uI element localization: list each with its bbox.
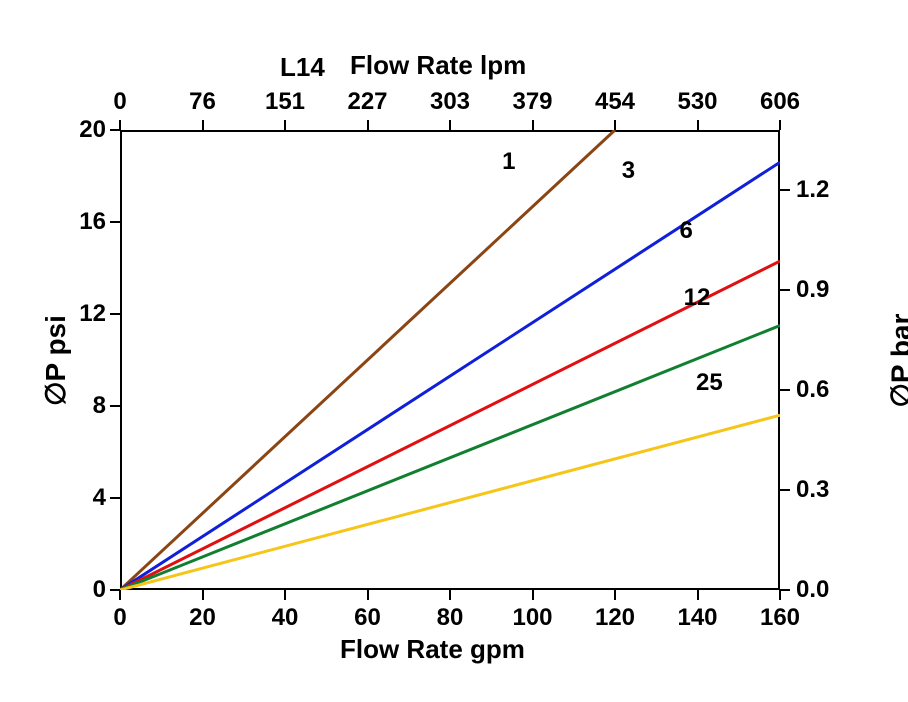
y-left-tick-label: 4 — [60, 484, 106, 512]
x-top-tick — [449, 120, 451, 130]
x-bottom-tick-label: 20 — [178, 604, 228, 632]
x-bottom-tick-label: 80 — [425, 604, 475, 632]
x-bottom-tick — [614, 590, 616, 600]
x-bottom-tick — [119, 590, 121, 600]
y-left-title: ∅P psi — [39, 315, 72, 406]
y-right-tick-label: 1.2 — [796, 176, 829, 204]
y-left-tick-label: 20 — [60, 116, 106, 144]
x-bottom-title: Flow Rate gpm — [340, 634, 525, 665]
x-top-tick — [779, 120, 781, 130]
y-right-title: ∅P bar — [884, 314, 908, 408]
x-bottom-tick — [449, 590, 451, 600]
series-label: 3 — [622, 157, 635, 185]
x-bottom-tick — [697, 590, 699, 600]
x-top-tick-label: 76 — [173, 88, 233, 116]
series-label: 12 — [684, 284, 711, 312]
x-top-tick — [614, 120, 616, 130]
x-bottom-tick-label: 40 — [260, 604, 310, 632]
chart-root: 020406080100120140160Flow Rate gpm076151… — [0, 0, 908, 702]
y-right-tick-label: 0.0 — [796, 576, 829, 604]
x-bottom-tick-label: 100 — [508, 604, 558, 632]
x-top-tick-label: 530 — [668, 88, 728, 116]
x-bottom-tick — [779, 590, 781, 600]
x-bottom-tick — [532, 590, 534, 600]
y-left-tick — [110, 129, 120, 131]
x-top-tick — [532, 120, 534, 130]
x-top-title: Flow Rate lpm — [350, 50, 526, 81]
x-bottom-tick — [202, 590, 204, 600]
x-bottom-tick — [367, 590, 369, 600]
plot-area — [120, 130, 780, 590]
x-top-tick-label: 227 — [338, 88, 398, 116]
y-right-tick — [780, 289, 790, 291]
x-top-tick-label: 0 — [90, 88, 150, 116]
x-top-tick — [697, 120, 699, 130]
y-left-tick — [110, 589, 120, 591]
x-top-tick-label: 379 — [503, 88, 563, 116]
x-bottom-tick-label: 60 — [343, 604, 393, 632]
x-top-tick-label: 151 — [255, 88, 315, 116]
x-bottom-tick-label: 120 — [590, 604, 640, 632]
y-left-tick — [110, 497, 120, 499]
x-top-tick — [202, 120, 204, 130]
series-label: 1 — [502, 148, 515, 176]
x-bottom-tick-label: 140 — [673, 604, 723, 632]
series-label: 6 — [680, 217, 693, 245]
x-top-tick — [367, 120, 369, 130]
y-left-tick-label: 16 — [60, 208, 106, 236]
y-right-tick — [780, 589, 790, 591]
x-top-tick-label: 606 — [750, 88, 810, 116]
y-left-tick — [110, 405, 120, 407]
x-top-prefix: L14 — [280, 52, 325, 83]
y-right-tick-label: 0.6 — [796, 376, 829, 404]
x-bottom-tick — [284, 590, 286, 600]
y-left-tick — [110, 221, 120, 223]
y-right-tick — [780, 489, 790, 491]
x-top-tick-label: 303 — [420, 88, 480, 116]
x-top-tick-label: 454 — [585, 88, 645, 116]
x-bottom-tick-label: 0 — [95, 604, 145, 632]
x-bottom-tick-label: 160 — [755, 604, 805, 632]
y-right-tick — [780, 389, 790, 391]
y-left-tick-label: 0 — [60, 576, 106, 604]
y-left-tick — [110, 313, 120, 315]
x-top-tick — [284, 120, 286, 130]
y-right-tick-label: 0.9 — [796, 276, 829, 304]
series-label: 25 — [696, 369, 723, 397]
y-right-tick-label: 0.3 — [796, 476, 829, 504]
y-right-tick — [780, 189, 790, 191]
